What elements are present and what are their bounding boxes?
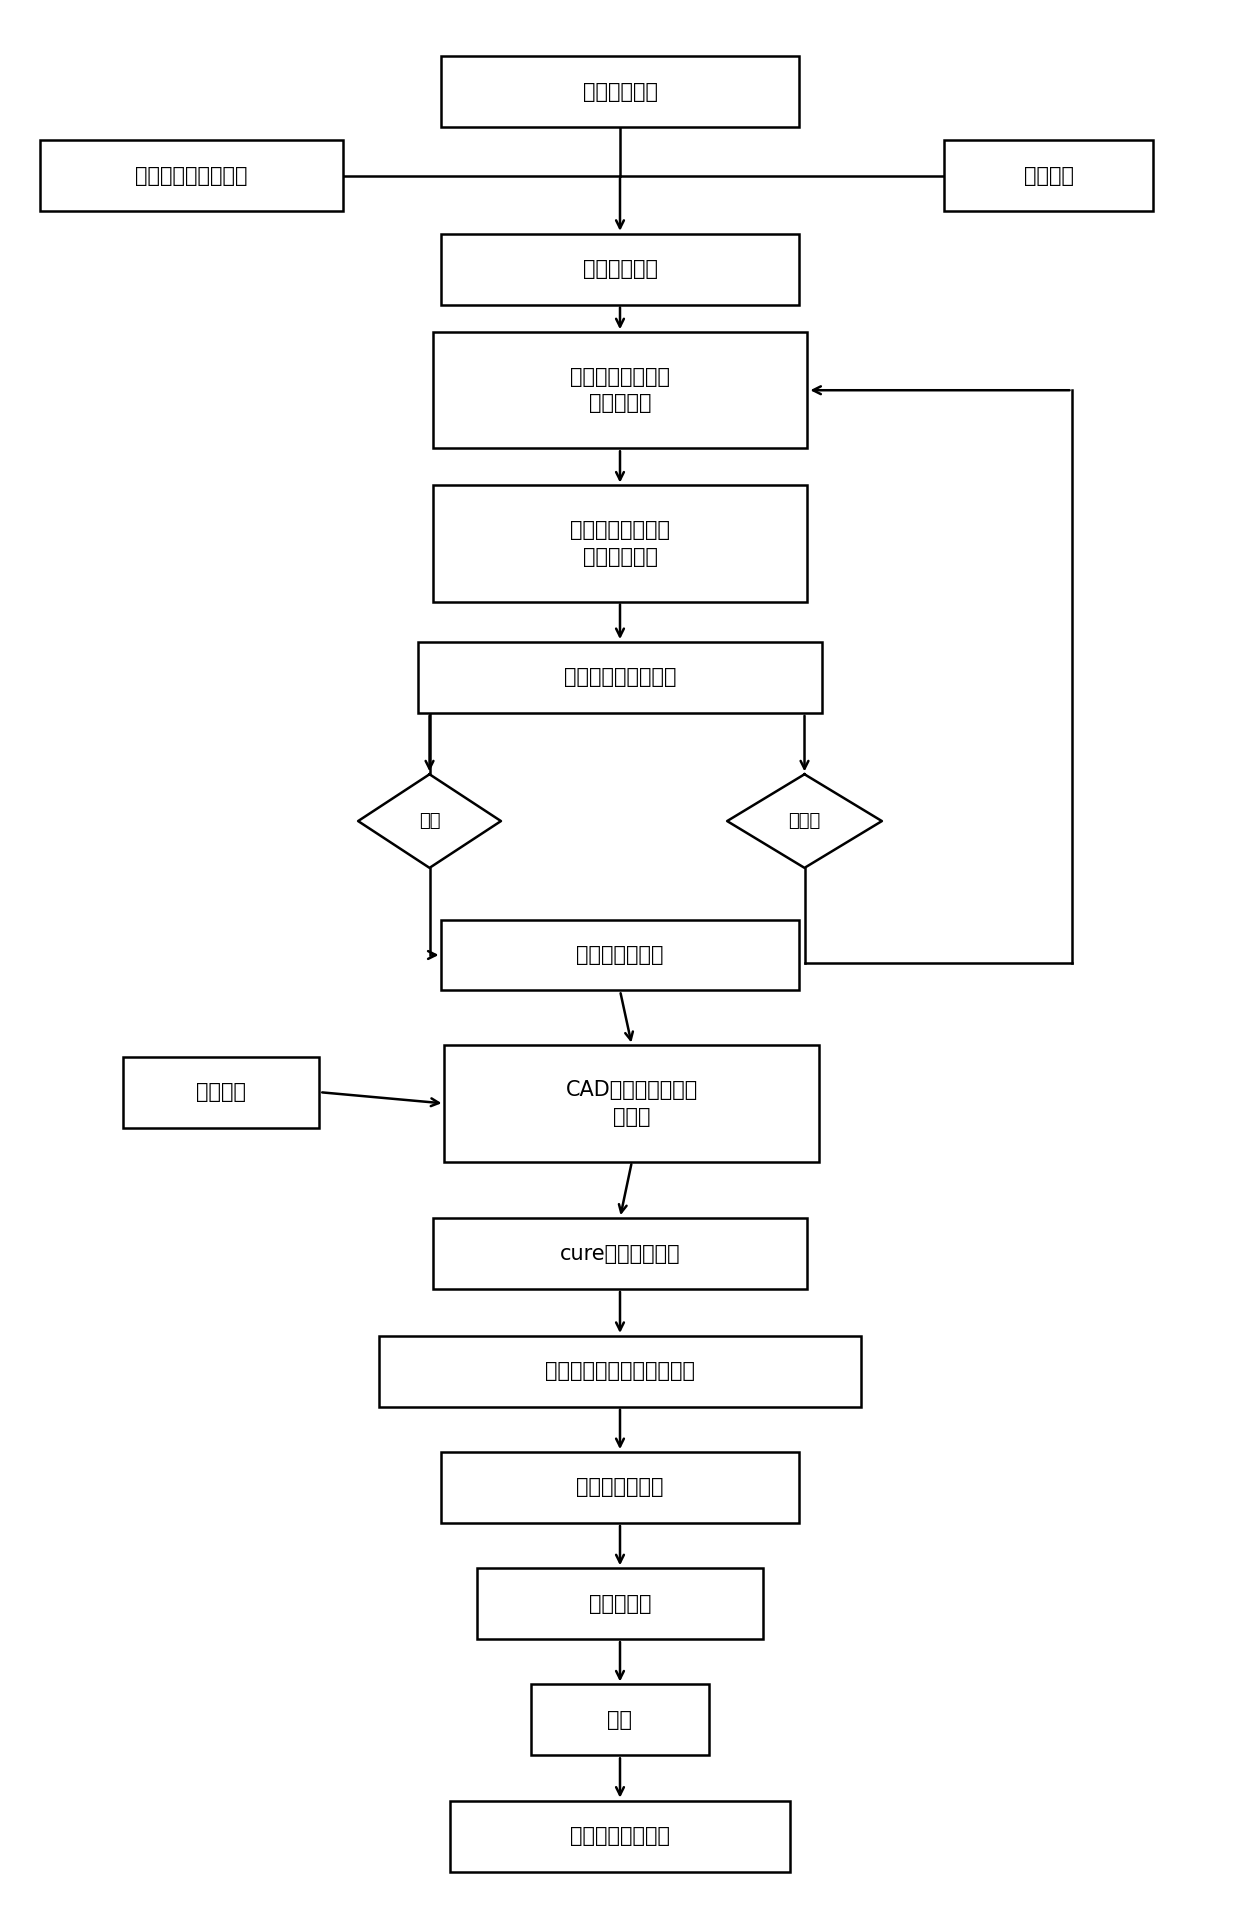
Bar	[441, 1452, 799, 1522]
Text: 混凝土浆液配置: 混凝土浆液配置	[577, 945, 663, 965]
Text: 与现场采集参数比较: 与现场采集参数比较	[564, 667, 676, 688]
Polygon shape	[358, 774, 501, 867]
Bar	[441, 233, 799, 306]
Text: 混凝土层状模型: 混凝土层状模型	[577, 1478, 663, 1497]
Bar	[433, 1219, 807, 1289]
Bar	[531, 1685, 709, 1755]
Text: 取芯: 取芯	[608, 1709, 632, 1730]
Text: 现场信息采集: 现场信息采集	[583, 82, 657, 101]
Bar	[441, 55, 799, 128]
Text: 物理相似模拟材料
力学参数测定: 物理相似模拟材料 力学参数测定	[570, 520, 670, 567]
Bar	[441, 919, 799, 991]
Polygon shape	[727, 774, 882, 867]
Text: 数字地层模型: 数字地层模型	[583, 260, 657, 279]
Bar	[418, 642, 822, 712]
Bar	[477, 1568, 763, 1639]
Text: 物理相似模拟材料
配比的确定: 物理相似模拟材料 配比的确定	[570, 367, 670, 413]
Bar	[945, 139, 1153, 212]
Bar	[444, 1045, 820, 1161]
Text: 地层产状、几何尺寸: 地层产状、几何尺寸	[135, 166, 248, 185]
Text: cure软件切片处理: cure软件切片处理	[559, 1243, 681, 1264]
Text: 预制缺陷: 预制缺陷	[196, 1083, 247, 1102]
Text: 合理: 合理	[419, 812, 440, 831]
Text: 打磨，得到标准件: 打磨，得到标准件	[570, 1826, 670, 1847]
Text: 不合理: 不合理	[789, 812, 821, 831]
Bar	[450, 1801, 790, 1872]
Text: 混凝土养护: 混凝土养护	[589, 1593, 651, 1614]
Text: 力学参数: 力学参数	[1023, 166, 1074, 185]
Bar	[123, 1056, 320, 1127]
Text: CAD软件建立三维立
体模型: CAD软件建立三维立 体模型	[565, 1081, 698, 1127]
Bar	[379, 1335, 861, 1408]
Text: 混凝土与预制缺陷打印工艺: 混凝土与预制缺陷打印工艺	[546, 1362, 694, 1381]
Bar	[433, 332, 807, 449]
Bar	[40, 139, 343, 212]
Bar	[433, 485, 807, 602]
